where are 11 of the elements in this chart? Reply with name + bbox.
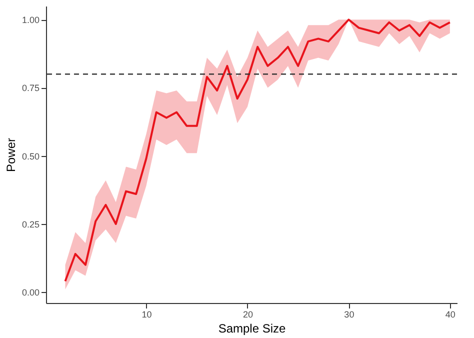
y-tick-label: 0.50 (22, 151, 40, 162)
y-tick-label: 0.25 (22, 219, 40, 230)
y-tick-label: 0.00 (22, 288, 40, 298)
x-tick-label: 40 (445, 310, 456, 320)
y-axis-title: Power (4, 138, 18, 172)
y-tick-label: 0.75 (22, 83, 40, 94)
x-tick-label: 10 (142, 310, 152, 320)
x-tick-label: 30 (344, 310, 354, 320)
y-tick-label: 1.00 (22, 15, 40, 26)
x-tick-label: 20 (242, 310, 253, 320)
x-axis-title: Sample Size (218, 322, 286, 336)
